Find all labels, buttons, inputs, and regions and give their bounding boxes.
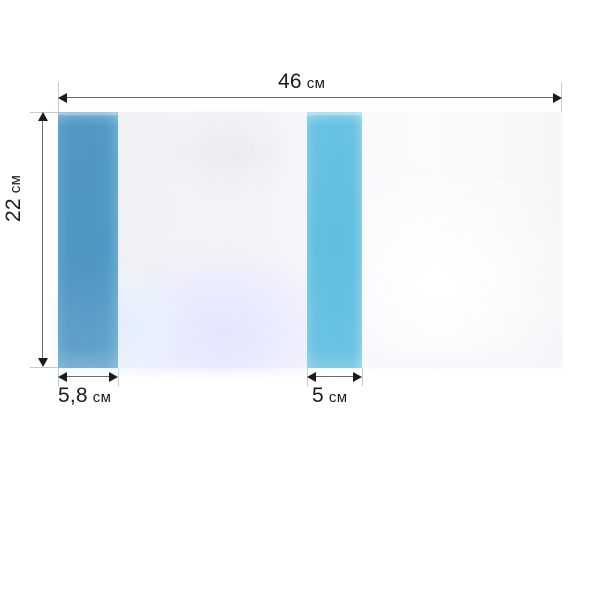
product-image xyxy=(58,112,563,372)
width-dimension-label: 46 см xyxy=(278,70,325,94)
height-value: 22 xyxy=(2,198,25,222)
flap-left-arrow-left-icon xyxy=(58,372,67,382)
left-flap xyxy=(58,112,118,368)
flap-right-arrow-left-icon xyxy=(307,372,316,382)
flap-right-dimension-label: 5 см xyxy=(312,384,347,408)
flap-right-unit: см xyxy=(328,389,348,406)
flap-left-dimension-line xyxy=(62,376,114,377)
flap-left-unit: см xyxy=(92,389,112,406)
right-flap xyxy=(307,112,362,368)
height-unit: см xyxy=(7,174,24,194)
witness-line-flap-left-end xyxy=(118,360,119,386)
highlight-sheen-top xyxy=(168,112,288,192)
width-arrow-right-icon xyxy=(553,93,562,103)
width-dimension-line xyxy=(62,97,558,98)
witness-line-left-bottom xyxy=(30,367,62,368)
flap-left-value: 5,8 xyxy=(58,384,88,407)
flap-right-arrow-right-icon xyxy=(353,372,362,382)
height-arrow-down-icon xyxy=(38,358,48,367)
height-dimension-line xyxy=(42,117,43,363)
flap-right-value: 5 xyxy=(312,384,324,407)
flap-right-dimension-line xyxy=(311,376,358,377)
witness-line-flap-right-end xyxy=(362,360,363,386)
flap-left-arrow-right-icon xyxy=(109,372,118,382)
width-value: 46 xyxy=(278,70,302,93)
flap-left-dimension-label: 5,8 см xyxy=(58,384,111,408)
height-dimension-label: 22 см xyxy=(2,175,26,222)
width-unit: см xyxy=(306,75,326,92)
height-arrow-up-icon xyxy=(38,112,48,121)
width-arrow-left-icon xyxy=(58,93,67,103)
